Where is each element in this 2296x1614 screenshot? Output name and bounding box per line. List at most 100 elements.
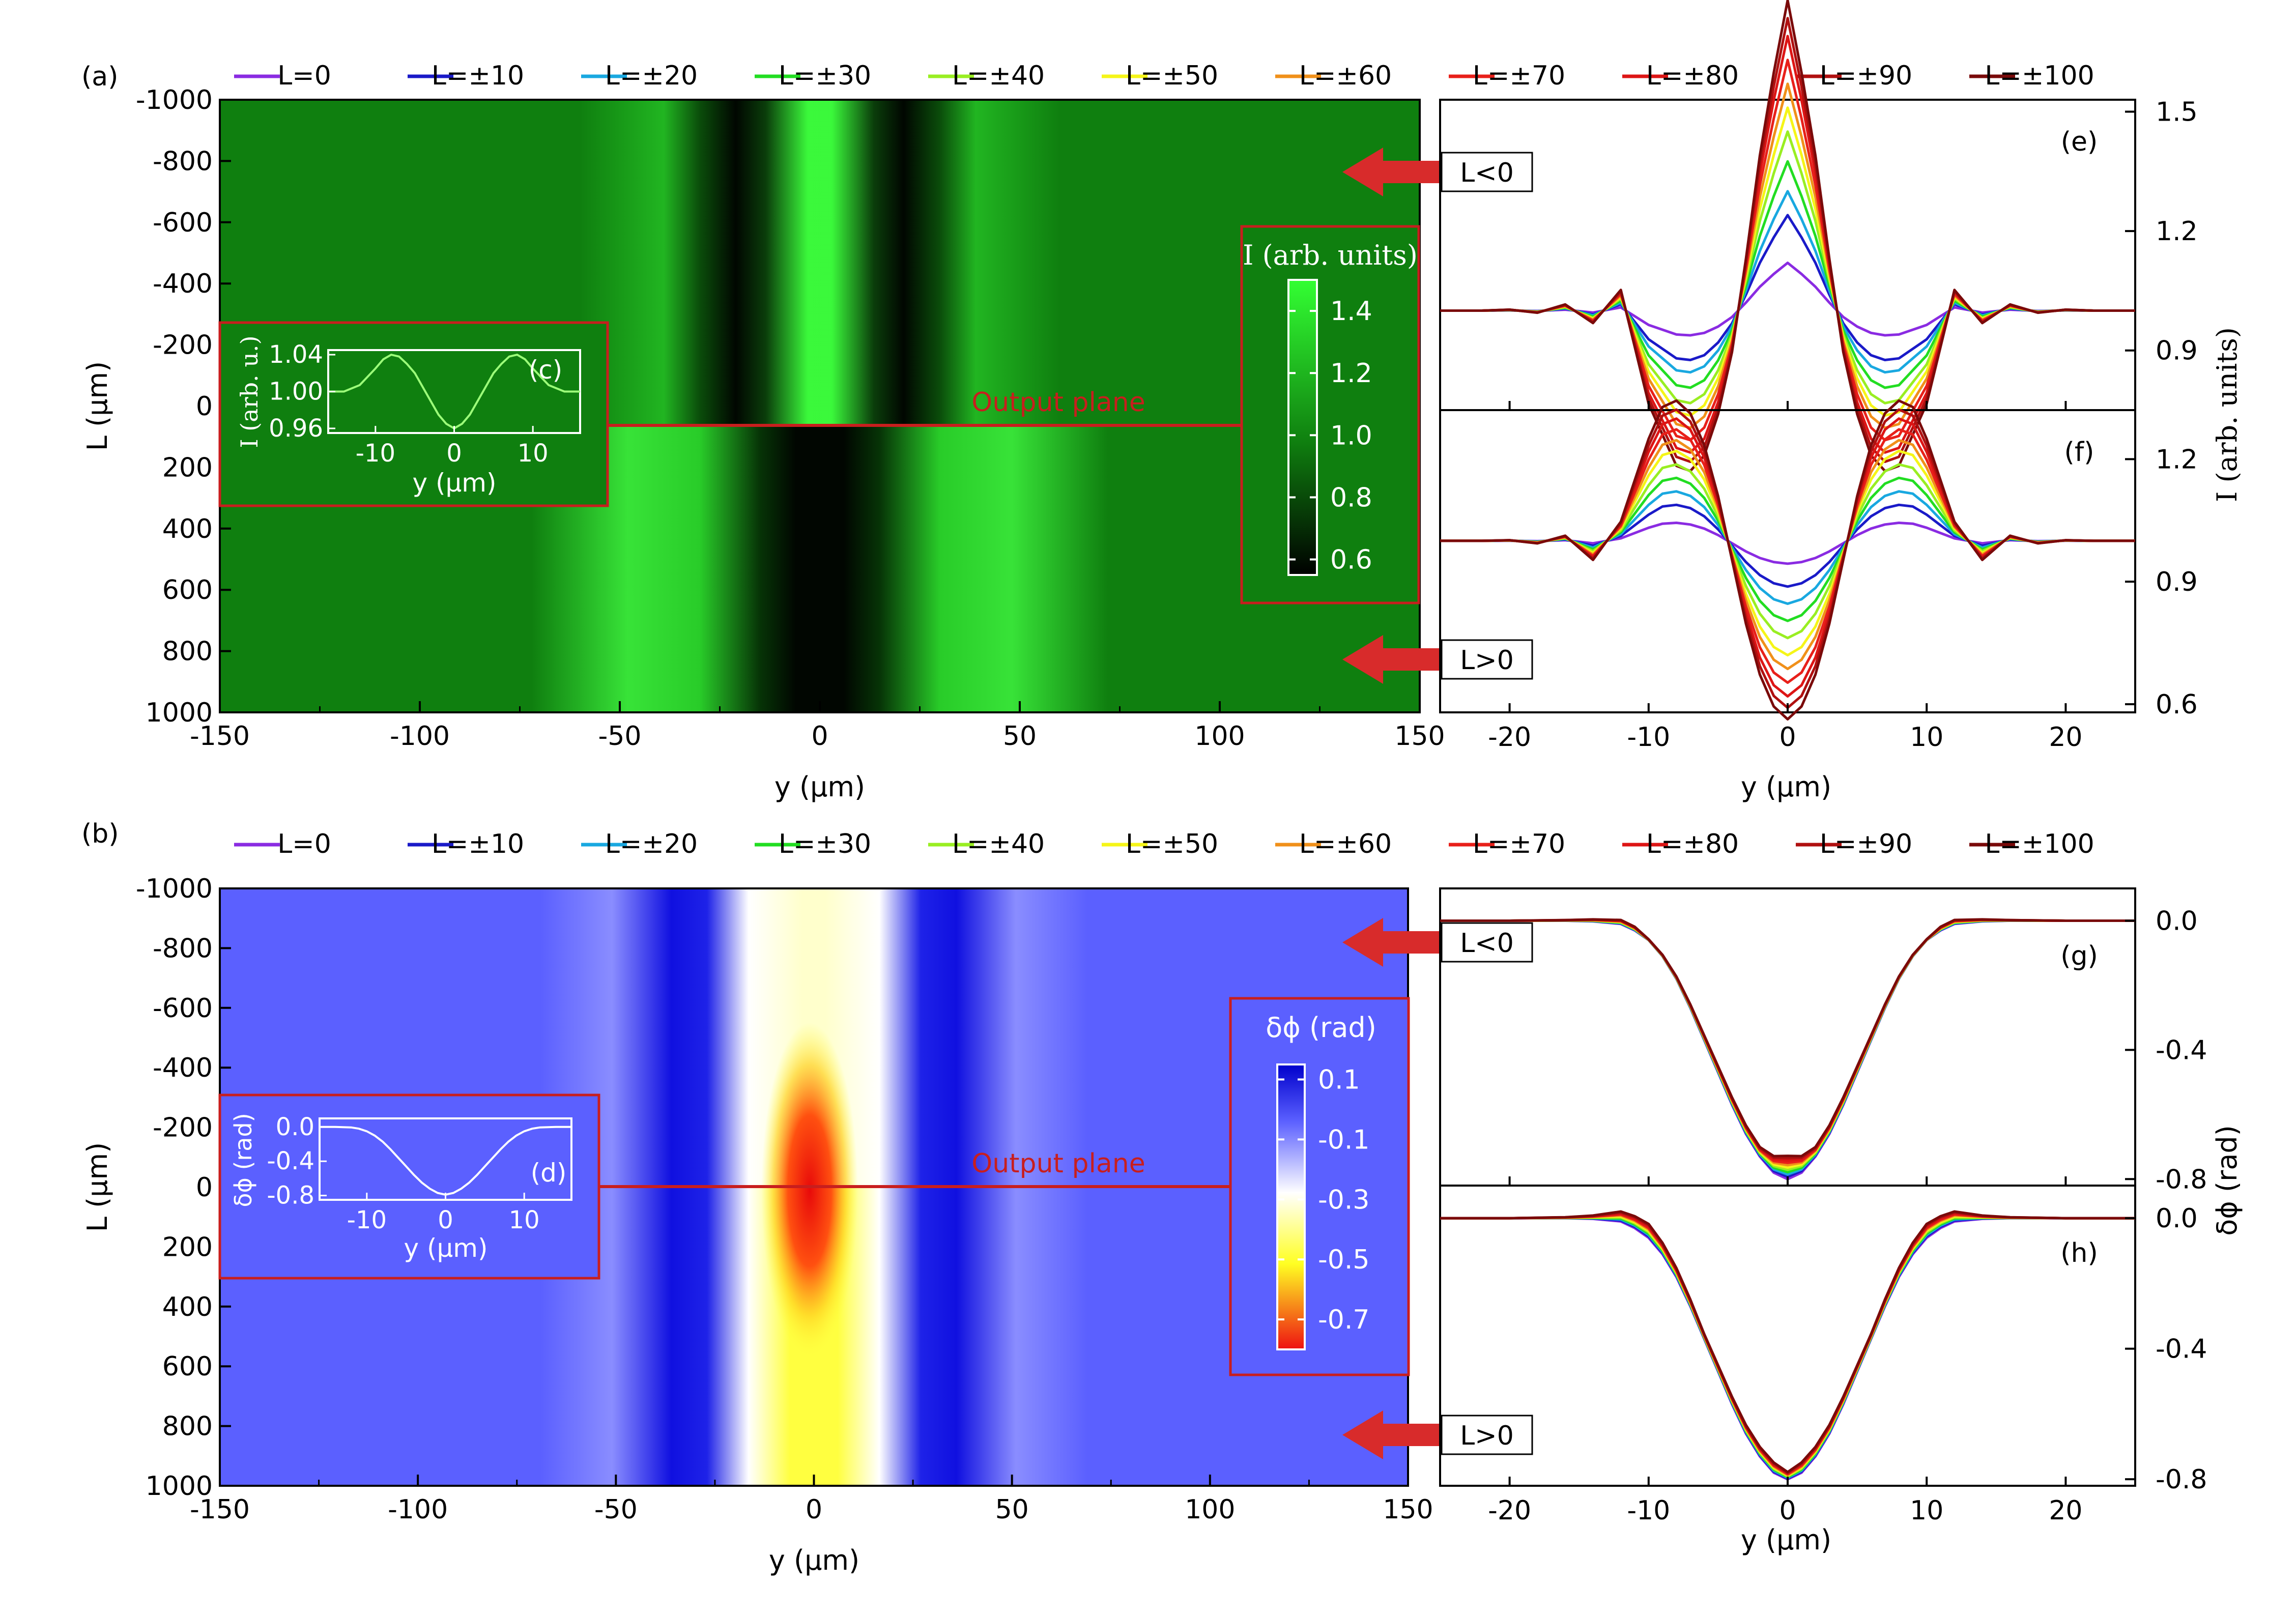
y-tick-label: -800 bbox=[153, 146, 213, 177]
inset-d-xlabel: y (μm) bbox=[404, 1233, 487, 1263]
y-tick-label: 800 bbox=[162, 637, 213, 667]
inset-y-tick-label: 0.96 bbox=[269, 414, 323, 443]
x-tick-label: -50 bbox=[598, 721, 642, 752]
y-tick-label: -0.4 bbox=[2156, 1035, 2207, 1065]
tag-label: L<0 bbox=[1460, 158, 1514, 188]
series-line bbox=[1440, 919, 2135, 1178]
inset-x-tick-label: -10 bbox=[356, 439, 395, 468]
plot-h: -20 -10 0 10 20 0.0 -0.4 -0.8 (h) bbox=[1439, 1185, 2207, 1526]
legend-bottom: L=0 L=±10 L=±20 L=±30 L=±40 L=±50 L=±60 L=±70 L=… bbox=[234, 829, 2094, 859]
inset-y-tick-label: 0.0 bbox=[276, 1113, 314, 1141]
legend-label: L=±40 bbox=[952, 61, 1045, 91]
tag-box bbox=[1441, 922, 1533, 963]
x-tick-label: -20 bbox=[1488, 1495, 1531, 1526]
series-line bbox=[1440, 130, 2135, 405]
y-tick-label: 0.9 bbox=[2156, 567, 2198, 597]
series-line bbox=[1440, 919, 2135, 1171]
series-line bbox=[1440, 214, 2135, 361]
series-line bbox=[1440, 59, 2135, 442]
y-tick-label: 1.2 bbox=[2156, 216, 2198, 247]
colorbar-b-label: δϕ (rad) bbox=[1266, 1012, 1376, 1044]
colorbar-tick-label: 1.4 bbox=[1330, 296, 1372, 327]
tag-box bbox=[1441, 639, 1533, 680]
x-tick-label: -150 bbox=[190, 1494, 250, 1525]
heatmap-a bbox=[220, 100, 1420, 712]
y-tick-label: -800 bbox=[153, 933, 213, 964]
panel-b-label: (b) bbox=[81, 819, 119, 849]
y-tick-label: -600 bbox=[153, 993, 213, 1024]
y-tick-label: 0.6 bbox=[2156, 689, 2198, 720]
output-plane-label-a: Output plane bbox=[971, 387, 1145, 418]
x-tick-label: -100 bbox=[390, 721, 450, 752]
inset-x-tick-label: 0 bbox=[438, 1206, 453, 1234]
inset-c-plot: -10 0 10 1.04 1.00 0.96 bbox=[269, 340, 580, 468]
series-line bbox=[1440, 522, 2135, 565]
series-line bbox=[1440, 160, 2135, 389]
heatmap-b-hotspot bbox=[761, 1023, 858, 1359]
series-line bbox=[1440, 35, 2135, 454]
inset-y-tick-label: -0.4 bbox=[267, 1147, 314, 1175]
series-line bbox=[1440, 503, 2135, 588]
legend-label: L=±20 bbox=[605, 829, 698, 859]
legend-label: L=±60 bbox=[1299, 61, 1392, 91]
red-arrow bbox=[1342, 1410, 1439, 1459]
y-tick-label: 1.2 bbox=[2156, 444, 2198, 475]
tag-label: L>0 bbox=[1460, 645, 1514, 676]
legend-label: L=±80 bbox=[1646, 829, 1739, 859]
x-tick-label: 100 bbox=[1194, 721, 1245, 752]
heatmap-b-axes: -150 -100 -50 0 50 100 150-1000-800-600-400-20… bbox=[136, 874, 1433, 1525]
x-tick-label: -10 bbox=[1627, 1495, 1670, 1526]
plot-frame bbox=[1439, 1185, 2136, 1487]
inset-c-label: (c) bbox=[529, 355, 563, 385]
series-line bbox=[1440, 919, 2135, 1174]
colorbar-tick-label: 0.8 bbox=[1330, 482, 1372, 513]
inset-d-ylabel: δϕ (rad) bbox=[229, 1113, 257, 1207]
x-tick-label: 10 bbox=[1910, 1495, 1943, 1526]
x-tick-label: 100 bbox=[1185, 1494, 1235, 1525]
y-tick-label: -200 bbox=[153, 330, 213, 361]
colorbar-tick-label: -0.1 bbox=[1318, 1125, 1369, 1155]
direction-tags: L<0 L>0 L<0 L>0 bbox=[1342, 148, 1533, 1459]
colorbar-b: δϕ (rad) 0.1 -0.1 -0.3 -0.5 -0.7 bbox=[1229, 997, 1410, 1376]
inset-c: -10 0 10 1.04 1.00 0.96 (c) y (μm) I (arb. u.… bbox=[218, 321, 609, 507]
series-line bbox=[1440, 1215, 2135, 1477]
y-tick-label: 1.5 bbox=[2156, 97, 2198, 127]
tag-label: L<0 bbox=[1460, 928, 1514, 959]
legend-label: L=±90 bbox=[1820, 829, 1912, 859]
y-tick-label: 0 bbox=[196, 1172, 213, 1203]
legend-label: L=±30 bbox=[779, 61, 871, 91]
legend-label: L=0 bbox=[277, 61, 331, 91]
colorbar-a: I (arb. units) 1.4 1.2 1.0 0.8 0.6 bbox=[1240, 225, 1420, 604]
heatmap-b-xlabel: y (μm) bbox=[769, 1544, 859, 1576]
inset-c-frame bbox=[218, 321, 609, 507]
series-line bbox=[1440, 439, 2135, 671]
plot-g: 0.0 -0.4 -0.8 (g) bbox=[1439, 887, 2207, 1195]
y-tick-label: 1000 bbox=[146, 1471, 213, 1502]
x-tick-label: -100 bbox=[388, 1494, 448, 1525]
series-line bbox=[1440, 428, 2135, 684]
y-tick-label: -400 bbox=[153, 1053, 213, 1083]
series-line bbox=[1440, 918, 2135, 1167]
legend-label: L=±10 bbox=[432, 829, 524, 859]
inset-d: -10 0 10 0.0 -0.4 -0.8 (d) y (μm) δϕ (rad) bbox=[218, 1093, 600, 1280]
inset-x-tick-label: 10 bbox=[509, 1206, 540, 1234]
y-tick-label: 400 bbox=[162, 514, 213, 544]
inset-c-xlabel: y (μm) bbox=[412, 468, 496, 498]
colorbar-tick-label: -0.3 bbox=[1318, 1185, 1369, 1215]
series-line bbox=[1440, 1217, 2135, 1479]
inset-y-tick-label: 1.04 bbox=[269, 340, 323, 369]
output-plane-label-b: Output plane bbox=[971, 1148, 1145, 1179]
series-line bbox=[1440, 918, 2135, 1158]
colorbar-a-frame bbox=[1240, 225, 1420, 604]
x-tick-label: 150 bbox=[1394, 721, 1445, 752]
y-tick-label: 0.0 bbox=[2156, 1203, 2198, 1234]
series-line bbox=[1440, 0, 2135, 473]
y-tick-label: 200 bbox=[162, 452, 213, 483]
series-line bbox=[1440, 399, 2135, 720]
panel-label: (f) bbox=[2064, 437, 2094, 468]
tag-box bbox=[1441, 152, 1533, 192]
x-tick-label: -50 bbox=[594, 1494, 638, 1525]
heatmap-a-ylabel: L (μm) bbox=[81, 361, 113, 451]
legend-label: L=±40 bbox=[952, 829, 1045, 859]
